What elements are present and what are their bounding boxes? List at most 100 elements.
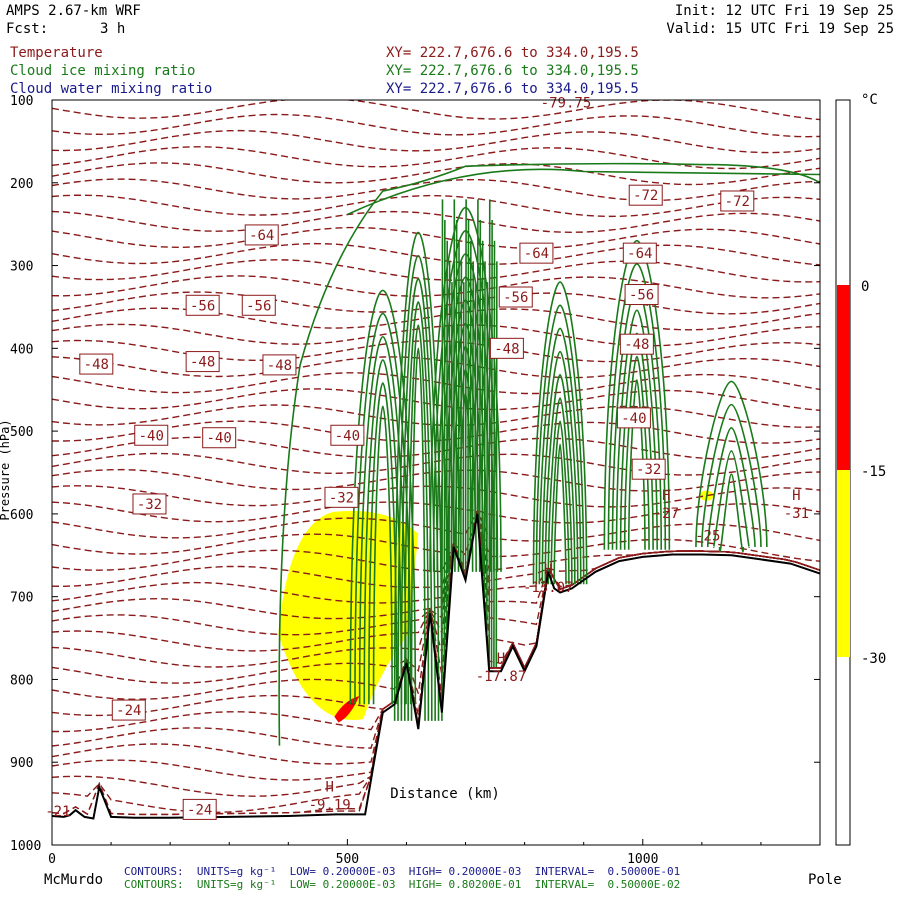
temperature-label-box xyxy=(624,284,659,306)
cloud-water-red-fill xyxy=(334,696,360,723)
temperature-label: -24 xyxy=(116,703,141,719)
temperature-isotherm xyxy=(52,510,820,604)
cloud-ice-tower-line xyxy=(452,199,456,543)
cloud-ice-tower-line xyxy=(464,199,467,576)
cloud-ice-tower-line xyxy=(443,220,446,676)
cloud-ice-contour xyxy=(603,239,671,550)
x-tick-label: 1000 xyxy=(627,852,658,867)
cloud-ice-contour xyxy=(718,473,744,552)
temperature-label: -24 xyxy=(187,802,212,818)
cloud-ice-tower-line xyxy=(476,199,479,510)
field-name-cloud-ice: Cloud ice mixing ratio xyxy=(10,63,196,79)
temperature-isotherm xyxy=(52,275,820,299)
cloud-ice-contour xyxy=(363,359,403,705)
temperature-label-box xyxy=(79,353,114,375)
cloud-ice-tower-line xyxy=(467,220,470,563)
cloud-ice-contour xyxy=(349,289,417,705)
cloud-ice-top-contour xyxy=(347,168,820,216)
cloud-ice-tower-line xyxy=(441,199,444,709)
cloud-ice-tower-line xyxy=(469,240,472,550)
temperature-isotherm xyxy=(52,291,820,315)
temperature-label-box xyxy=(185,294,220,316)
cloud-ice-contour xyxy=(706,426,756,548)
field-xy-cloud-ice: XY= 222.7,676.6 to 334.0,195.5 xyxy=(386,63,639,79)
temperature-label-box xyxy=(619,333,654,355)
colorbar: °C 0 -15 -30 xyxy=(835,92,886,846)
cloud-ice-contour xyxy=(403,301,433,721)
cloud-ice-tower-line xyxy=(457,240,460,557)
y-tick-label: 800 xyxy=(10,673,33,688)
temperature-label-box xyxy=(498,286,533,308)
temperature-label: -48 xyxy=(494,341,519,357)
colorbar-tick-minus30: -30 xyxy=(861,651,886,667)
temperature-isotherm xyxy=(52,307,820,331)
y-tick-label: 200 xyxy=(10,177,33,192)
x-axis-label: Distance (km) xyxy=(390,786,500,802)
cloud-ice-tower-line xyxy=(462,282,465,570)
cloud-ice-contour xyxy=(532,281,588,585)
field-xy-cloud-water: XY= 222.7,676.6 to 334.0,195.5 xyxy=(386,81,639,97)
cloud-ice-tower-line xyxy=(455,220,458,550)
extremum-symbol: H xyxy=(544,562,552,578)
field-xy-temperature: XY= 222.7,676.6 to 334.0,195.5 xyxy=(386,45,639,61)
cloud-ice-contour xyxy=(547,397,573,585)
extremum-symbol: H xyxy=(792,488,800,504)
field-name-temperature: Temperature xyxy=(10,45,103,61)
x-tick-label: 500 xyxy=(336,852,359,867)
extremum-value: -31 xyxy=(784,506,809,522)
y-tick-label: 400 xyxy=(10,342,33,357)
temperature-isotherm xyxy=(52,210,820,234)
temperature-label-box xyxy=(330,424,365,446)
extremum-symbol: H xyxy=(497,651,505,667)
temperature-label: -64 xyxy=(524,246,549,262)
temperature-label: -32 xyxy=(329,490,354,506)
cloud-ice-tower-line xyxy=(478,220,482,542)
colorbar-tick-minus15: -15 xyxy=(861,464,886,480)
temperature-isotherm xyxy=(52,510,820,816)
cloud-ice-tower-line xyxy=(495,261,498,668)
temperature-label: -40 xyxy=(621,411,646,427)
temperature-label-box xyxy=(324,486,359,508)
cloud-ice-tower-line xyxy=(445,240,449,643)
cloud-ice-contour xyxy=(368,382,398,705)
terrain-profile xyxy=(52,513,820,820)
temperature-label-box xyxy=(631,458,666,480)
temperature-label: -48 xyxy=(624,337,649,353)
init-time: Init: 12 UTC Fri 19 Sep 25 xyxy=(674,3,894,19)
valid-time: Valid: 15 UTC Fri 19 Sep 25 xyxy=(666,21,894,37)
temperature-label: -79.75 xyxy=(541,95,592,111)
temperature-isotherm xyxy=(52,162,820,186)
extremum-value: -9.19 xyxy=(309,797,351,813)
cloud-ice-contour xyxy=(712,450,750,548)
colorbar-unit: °C xyxy=(861,92,878,108)
temperature-label-box xyxy=(628,184,663,206)
plot-frame xyxy=(51,99,821,846)
x-endpoint-right: Pole xyxy=(808,872,842,888)
cloud-ice-contour xyxy=(410,347,426,721)
temperature-isotherm xyxy=(52,129,820,154)
model-title: AMPS 2.67-km WRF xyxy=(6,3,141,19)
temperature-isotherm xyxy=(52,194,820,218)
temperature-label-box xyxy=(622,242,657,264)
forecast-value: 3 h xyxy=(100,21,126,37)
temperature-label-box xyxy=(182,798,217,820)
temperature-isotherm xyxy=(52,242,820,266)
temperature-label-box xyxy=(519,242,554,264)
temperature-isotherm xyxy=(52,510,820,636)
temperature-label-box xyxy=(244,224,279,246)
temperature-isotherm xyxy=(52,404,820,428)
y-tick-label: 300 xyxy=(10,260,33,275)
temperature-label-box xyxy=(616,407,651,429)
temperature-label: -56 xyxy=(503,290,528,306)
temperature-label: -64 xyxy=(249,228,274,244)
y-tick-label: 600 xyxy=(10,508,33,523)
cloud-ice-contour xyxy=(535,304,585,585)
x-tick-label: 0 xyxy=(48,852,56,867)
cloud-ice-tower-line xyxy=(483,261,486,605)
cloud-ice-contour xyxy=(550,420,570,585)
temperature-label-box xyxy=(262,354,297,376)
temperature-label-box xyxy=(202,427,237,449)
cloud-ice-tower-line xyxy=(460,261,463,563)
cloud-ice-tower-line xyxy=(481,240,484,573)
